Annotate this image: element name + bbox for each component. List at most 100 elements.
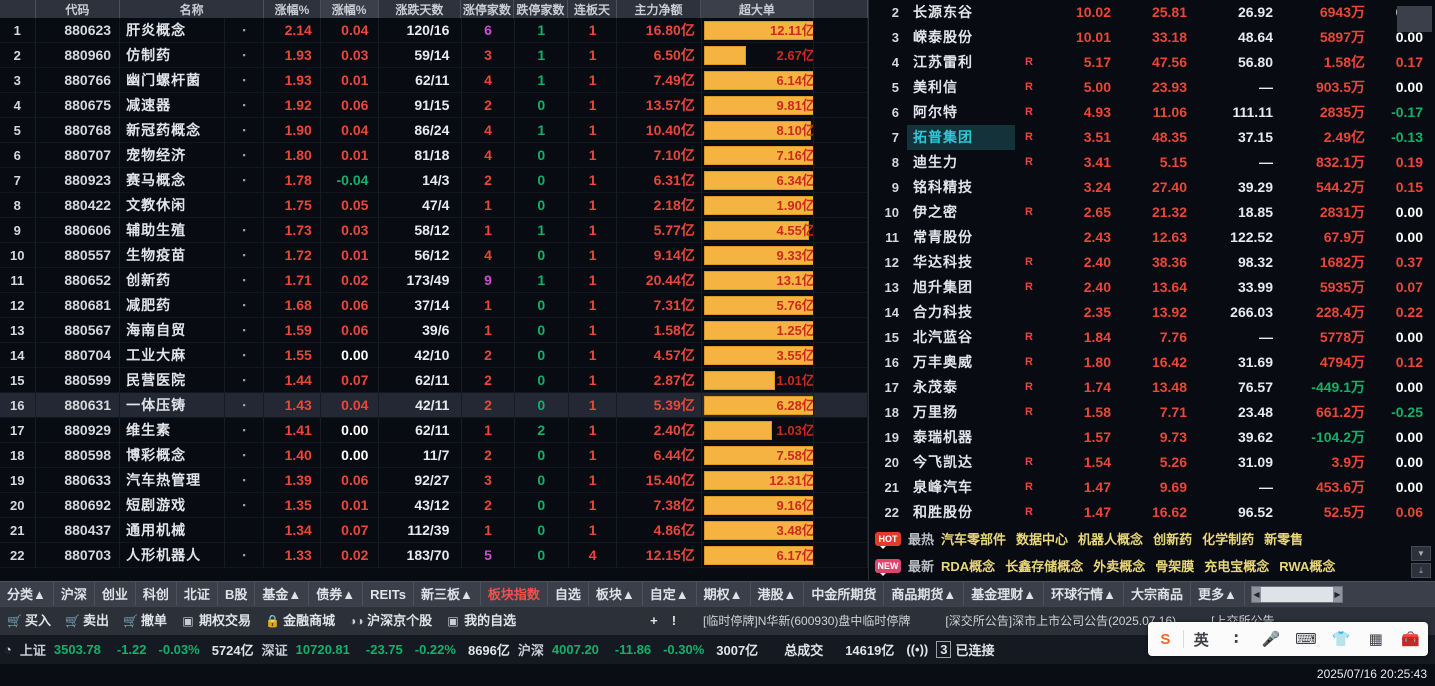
table-row[interactable]: 20 今飞凯达 R 1.54 5.26 31.09 3.9万 0.00 (869, 450, 1435, 475)
concept-tag-link[interactable]: 骨架膜 (1155, 559, 1195, 574)
market-tab-10[interactable]: 板块指数 (481, 581, 548, 607)
scroll-right-icon[interactable]: ▶ (1332, 586, 1342, 602)
concept-tag-link[interactable]: RDA概念 (941, 559, 996, 574)
market-tab-14[interactable]: 期权▲ (697, 581, 751, 607)
stock-name[interactable]: 合力科技 (913, 304, 973, 320)
table-row[interactable]: 3 嵘泰股份 10.01 33.18 48.64 5897万 0.00 (869, 25, 1435, 50)
stock-name[interactable]: 常青股份 (913, 229, 973, 245)
header-super-large-order[interactable]: 超大单 (701, 0, 814, 18)
market-tab-18[interactable]: 基金理财▲ (964, 581, 1045, 607)
concept-tag-link[interactable]: 外卖概念 (1093, 559, 1146, 574)
trade-button-5[interactable]: ◑◑ 沪深京个股 (342, 607, 439, 635)
english-mode-icon[interactable]: 英 (1193, 631, 1209, 649)
table-row[interactable]: 18 万里扬 R 1.58 7.71 23.48 661.2万 -0.25 (869, 400, 1435, 425)
header-limit-up-count[interactable]: 涨停家数 (461, 0, 514, 18)
header-code[interactable]: 代码 (36, 0, 121, 18)
concept-tag-link[interactable]: RWA概念 (1279, 559, 1336, 574)
stock-name[interactable]: 北汽蓝谷 (913, 329, 973, 345)
stock-name[interactable]: 嵘泰股份 (913, 29, 973, 45)
sector-name[interactable]: 民营医院 (120, 367, 226, 393)
sector-name[interactable]: 减肥药 (120, 292, 226, 318)
table-row[interactable]: 7 880923 赛马概念 ▪ 1.78 -0.04 14/3 2 0 1 6.31亿 6.34亿 (0, 167, 869, 193)
table-row[interactable]: 21 泉峰汽车 R 1.47 9.69 — 453.6万 0.00 (869, 475, 1435, 500)
table-row[interactable]: 9 880606 辅助生殖 ▪ 1.73 0.03 58/12 1 1 1 5.77亿 4.55亿 (0, 217, 869, 243)
toolbox-icon[interactable]: 🧰 (1401, 631, 1420, 648)
sector-name[interactable]: 海南自贸 (120, 317, 226, 343)
market-tab-5[interactable]: B股 (218, 581, 256, 607)
table-row[interactable]: 19 880633 汽车热管理 ▪ 1.39 0.06 92/27 3 0 1 15.40亿 12.3… (0, 467, 869, 493)
sector-name[interactable]: 文教休闲 (120, 192, 226, 218)
table-row[interactable]: 8 迪生力 R 3.41 5.15 — 832.1万 0.19 (869, 150, 1435, 175)
sector-name[interactable]: 新冠药概念 (120, 117, 226, 143)
concept-tag-link[interactable]: 长鑫存储概念 (1005, 559, 1084, 574)
sector-name[interactable]: 肝炎概念 (120, 17, 226, 43)
sector-name[interactable]: 博彩概念 (120, 442, 226, 468)
skin-icon[interactable]: 👕 (1331, 631, 1351, 648)
table-row[interactable]: 4 江苏雷利 R 5.17 47.56 56.80 1.58亿 0.17 (869, 50, 1435, 75)
market-tab-1[interactable]: 沪深 (54, 581, 95, 607)
market-tab-20[interactable]: 大宗商品 (1124, 581, 1192, 607)
trade-button-2[interactable]: 🛒 撤单 (116, 607, 174, 635)
trade-button-0[interactable]: 🛒 买入 (0, 607, 58, 635)
table-row[interactable]: 5 美利信 R 5.00 23.93 — 903.5万 0.00 (869, 75, 1435, 100)
trade-button-1[interactable]: 🛒 卖出 (58, 607, 116, 635)
stock-name[interactable]: 旭升集团 (913, 279, 973, 295)
table-row[interactable]: 7 拓普集团 R 3.51 48.35 37.15 2.49亿 -0.13 (869, 125, 1435, 150)
stock-name[interactable]: 江苏雷利 (913, 54, 973, 70)
table-row[interactable]: 10 伊之密 R 2.65 21.32 18.85 2831万 0.00 (869, 200, 1435, 225)
table-row[interactable]: 6 阿尔特 R 4.93 11.06 111.11 2835万 -0.17 (869, 100, 1435, 125)
stock-name[interactable]: 万里扬 (913, 404, 958, 420)
table-row[interactable]: 19 泰瑞机器 1.57 9.73 39.62 -104.2万 0.00 (869, 425, 1435, 450)
stock-name[interactable]: 今飞凯达 (913, 454, 973, 470)
trade-button-3[interactable]: ▣ 期权交易 (174, 607, 258, 635)
header-index[interactable] (0, 0, 36, 18)
table-row[interactable]: 1 880623 肝炎概念 ▪ 2.14 0.04 120/16 6 1 1 16.80亿 12.11… (0, 17, 869, 43)
add-tab-button[interactable]: + (650, 612, 658, 628)
sector-name[interactable]: 减速器 (120, 92, 226, 118)
market-tab-19[interactable]: 环球行情▲ (1044, 581, 1125, 607)
table-row[interactable]: 16 万丰奥威 R 1.80 16.42 31.69 4794万 0.12 (869, 350, 1435, 375)
market-tab-3[interactable]: 科创 (136, 581, 177, 607)
table-row[interactable]: 13 880567 海南自贸 ▪ 1.59 0.06 39/6 1 0 1 1.58亿 1.25亿 (0, 317, 869, 343)
table-row[interactable]: 15 880599 民营医院 ▪ 1.44 0.07 62/11 2 0 1 2.87亿 1.01亿 (0, 367, 869, 393)
concept-tag-link[interactable]: 机器人概念 (1078, 532, 1144, 547)
scroll-bottom-icon[interactable]: ⤓ (1411, 563, 1431, 578)
market-tab-11[interactable]: 自选 (548, 581, 589, 607)
header-consecutive-days[interactable]: 连板天 (568, 0, 617, 18)
scroll-left-icon[interactable]: ◀ (1251, 586, 1261, 602)
table-row[interactable]: 17 永茂泰 R 1.74 13.48 76.57 -449.1万 0.00 (869, 375, 1435, 400)
sector-name[interactable]: 宠物经济 (120, 142, 226, 168)
table-row[interactable]: 6 880707 宠物经济 ▪ 1.80 0.01 81/18 4 0 1 7.10亿 7.16亿 (0, 142, 869, 168)
sector-name[interactable]: 一体压铸 (120, 392, 226, 418)
table-row[interactable]: 8 880422 文教休闲 1.75 0.05 47/4 1 0 1 2.18亿 1.90亿 (0, 192, 869, 218)
market-tab-9[interactable]: 新三板▲ (414, 581, 481, 607)
sogou-logo-icon[interactable]: S (1160, 630, 1171, 648)
sector-name[interactable]: 人形机器人 (120, 542, 226, 568)
keyboard-icon[interactable]: ⌨ (1295, 631, 1317, 648)
table-row[interactable]: 14 合力科技 2.35 13.92 266.03 228.4万 0.22 (869, 300, 1435, 325)
stock-name[interactable]: 迪生力 (913, 154, 958, 170)
concept-tag-link[interactable]: 新零售 (1264, 532, 1304, 547)
table-row[interactable]: 13 旭升集团 R 2.40 13.64 33.99 5935万 0.07 (869, 275, 1435, 300)
header-up-down-days[interactable]: 涨跌天数 (379, 0, 462, 18)
market-tab-12[interactable]: 板块▲ (589, 581, 643, 607)
header-change-pct-sorted[interactable]: 涨幅% (320, 0, 379, 18)
trade-button-4[interactable]: 🔒 金融商城 (258, 607, 342, 635)
table-row[interactable]: 11 880652 创新药 ▪ 1.71 0.02 173/49 9 1 1 20.44亿 13.1亿 (0, 267, 869, 293)
header-change[interactable]: 涨幅% (264, 0, 321, 18)
table-row[interactable]: 4 880675 减速器 ▪ 1.92 0.06 91/15 2 0 1 13.57亿 9.81亿 (0, 92, 869, 118)
toolbar-scroll-track[interactable]: ◀ ▶ (1250, 585, 1343, 603)
market-tab-0[interactable]: 分类▲ (0, 581, 54, 607)
table-row[interactable]: 9 铭科精技 3.24 27.40 39.29 544.2万 0.15 (869, 175, 1435, 200)
stock-name[interactable]: 拓普集团 (907, 125, 1015, 150)
table-row[interactable]: 20 880692 短剧游戏 ▪ 1.35 0.01 43/12 2 0 1 7.38亿 9.16亿 (0, 492, 869, 518)
stock-name[interactable]: 泰瑞机器 (913, 429, 973, 445)
punctuation-icon[interactable]: ∶ (1233, 631, 1239, 648)
sector-name[interactable]: 仿制药 (120, 42, 226, 68)
market-tab-2[interactable]: 创业 (95, 581, 136, 607)
concept-tag-link[interactable]: 创新药 (1153, 532, 1193, 547)
sector-name[interactable]: 通用机械 (120, 517, 226, 543)
stock-name[interactable]: 铭科精技 (913, 179, 973, 195)
table-row[interactable]: 21 880437 通用机械 1.34 0.07 112/39 1 0 1 4.86亿 3.48亿 (0, 517, 869, 543)
